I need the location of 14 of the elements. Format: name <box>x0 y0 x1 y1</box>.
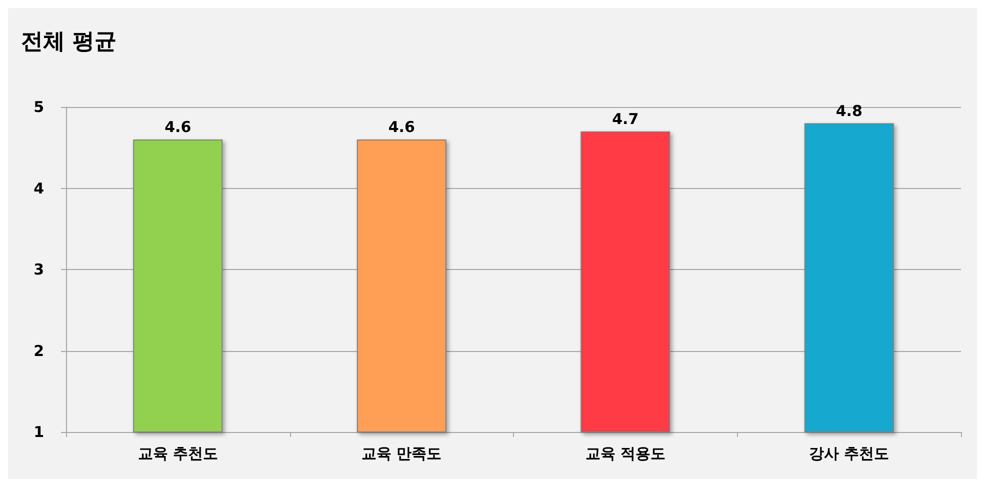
y-tick-label: 5 <box>34 98 44 116</box>
chart-title: 전체 평균 <box>21 30 117 54</box>
x-tick-label: 강사 추천도 <box>809 444 890 462</box>
data-label: 4.7 <box>612 110 639 128</box>
x-tick-label: 교육 적용도 <box>585 444 666 462</box>
x-tick-label: 교육 만족도 <box>362 444 442 462</box>
y-tick-label: 4 <box>34 179 44 198</box>
y-tick-label: 1 <box>34 423 44 441</box>
data-label: 4.6 <box>164 118 192 136</box>
data-label: 4.6 <box>388 118 415 136</box>
x-tick-label: 교육 추천도 <box>138 444 218 462</box>
y-tick-label: 2 <box>34 342 44 360</box>
y-tick-label: 3 <box>34 260 44 278</box>
data-label: 4.8 <box>836 102 862 120</box>
